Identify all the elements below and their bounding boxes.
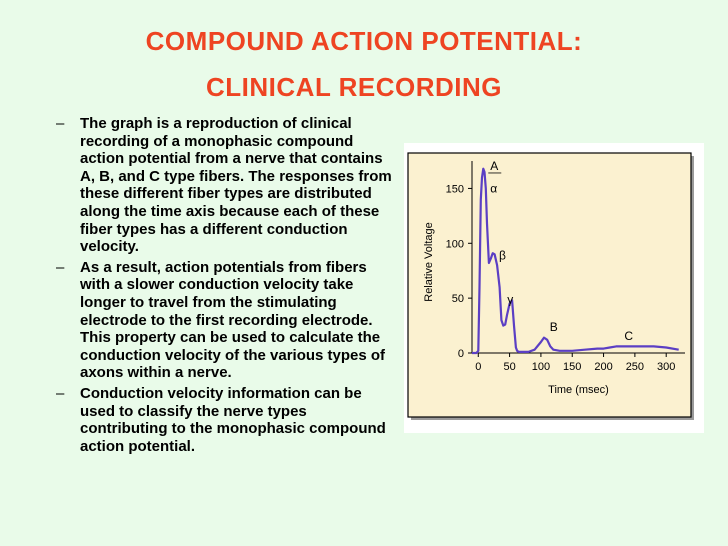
y-tick-label: 100 [446,238,464,250]
bullet-marker: – [56,384,65,402]
y-axis-label: Relative Voltage [423,222,435,302]
x-tick-label: 150 [563,361,581,373]
x-tick-label: 250 [626,361,644,373]
peak-label: B [550,320,558,334]
bullet-item: – Conduction velocity information can be… [56,385,396,455]
bullet-item: – As a result, action potentials from fi… [56,259,396,382]
bullet-marker: – [56,258,65,276]
peak-label: α [490,181,497,195]
x-tick-label: 50 [503,361,515,373]
bullet-text: The graph is a reproduction of clinical … [80,115,392,256]
x-tick-label: 100 [532,361,550,373]
bullet-item: – The graph is a reproduction of clinica… [56,115,396,256]
x-tick-label: 0 [475,361,481,373]
y-tick-label: 0 [458,348,464,360]
x-tick-label: 300 [657,361,675,373]
bullet-list: – The graph is a reproduction of clinica… [56,115,396,458]
title-line-2: CLINICAL RECORDING [206,72,502,102]
y-tick-label: 50 [452,293,464,305]
chart-background [407,152,692,418]
y-tick-label: 150 [446,183,464,195]
peak-label: β [499,249,506,263]
x-axis-label: Time (msec) [548,384,609,396]
x-tick-label: 200 [594,361,612,373]
bullet-text: Conduction velocity information can be u… [80,384,386,455]
chart-frame: 0 50 100 150 0 50 100 150 200 250 300 Time (msec) Re… [404,143,704,433]
bullet-text: As a result, action potentials from fibe… [80,258,386,382]
peak-label: C [624,329,633,343]
peak-label: γ [507,293,513,307]
peak-label: A [490,159,498,173]
title-line-1: COMPOUND ACTION POTENTIAL: [145,26,583,56]
cap-series-line [472,167,679,355]
cap-chart: 0 50 100 150 0 50 100 150 200 250 300 Time (msec) Re… [407,152,694,420]
bullet-marker: – [56,115,65,132]
